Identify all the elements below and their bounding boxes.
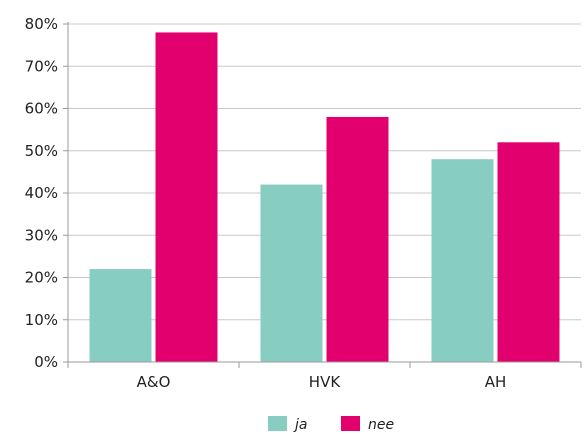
legend-label-ja: ja <box>293 417 307 433</box>
bars <box>89 32 560 362</box>
y-tick-label: 10% <box>25 311 58 329</box>
x-category-label: AH <box>485 373 507 391</box>
bar-nee <box>155 32 218 362</box>
x-category-label: HVK <box>309 373 342 391</box>
y-tick-label: 20% <box>25 269 58 287</box>
x-axis <box>67 22 582 368</box>
y-tick-label: 80% <box>25 15 58 33</box>
x-axis-category-labels: A&O HVK AH <box>137 373 507 391</box>
legend-label-nee: nee <box>368 417 394 433</box>
y-tick-label: 60% <box>25 100 58 118</box>
bar-nee <box>497 142 560 362</box>
legend: ja nee <box>268 416 394 433</box>
y-tick-label: 30% <box>25 226 58 244</box>
x-category-label: A&O <box>137 373 171 391</box>
bar-ja <box>89 269 152 362</box>
legend-swatch-nee <box>341 416 360 431</box>
y-tick-label: 40% <box>25 184 58 202</box>
gridlines <box>63 23 581 363</box>
y-tick-label: 0% <box>34 353 58 371</box>
bar-ja <box>260 184 323 362</box>
y-axis-tick-labels: 0% 10% 20% 30% 40% 50% 60% 70% 80% <box>25 15 58 371</box>
legend-swatch-ja <box>268 416 287 431</box>
bar-ja <box>431 159 494 362</box>
y-tick-label: 70% <box>25 57 58 75</box>
y-tick-label: 50% <box>25 142 58 160</box>
bar-nee <box>326 116 389 362</box>
